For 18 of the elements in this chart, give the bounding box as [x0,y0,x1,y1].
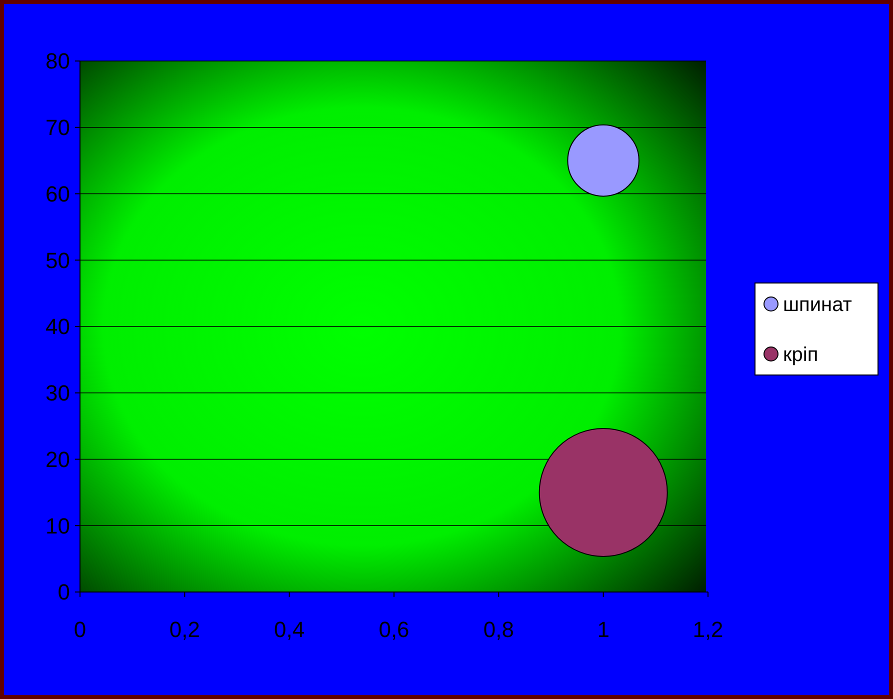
y-tick-label: 80 [46,48,70,74]
y-tick-label: 0 [58,580,70,605]
y-tick-label: 40 [46,314,70,340]
y-tick-label: 10 [46,513,70,538]
y-tick-label: 50 [46,248,70,273]
y-tick-label: 60 [46,181,70,206]
x-tick-label: 0,4 [274,617,305,642]
y-tick-label: 20 [46,446,70,472]
legend-label: шпинат [783,294,852,316]
x-tick-label: 1 [597,617,610,642]
x-tick-label: 0,6 [378,617,410,642]
x-tick-label: 1,2 [692,617,724,642]
x-tick-label: 0 [74,617,86,642]
y-tick-label: 30 [46,380,70,406]
x-tick-label: 0,8 [483,617,514,642]
x-tick-label: 0,2 [169,617,200,642]
legend-label: кріп [783,344,818,366]
y-tick-label: 70 [46,115,70,140]
